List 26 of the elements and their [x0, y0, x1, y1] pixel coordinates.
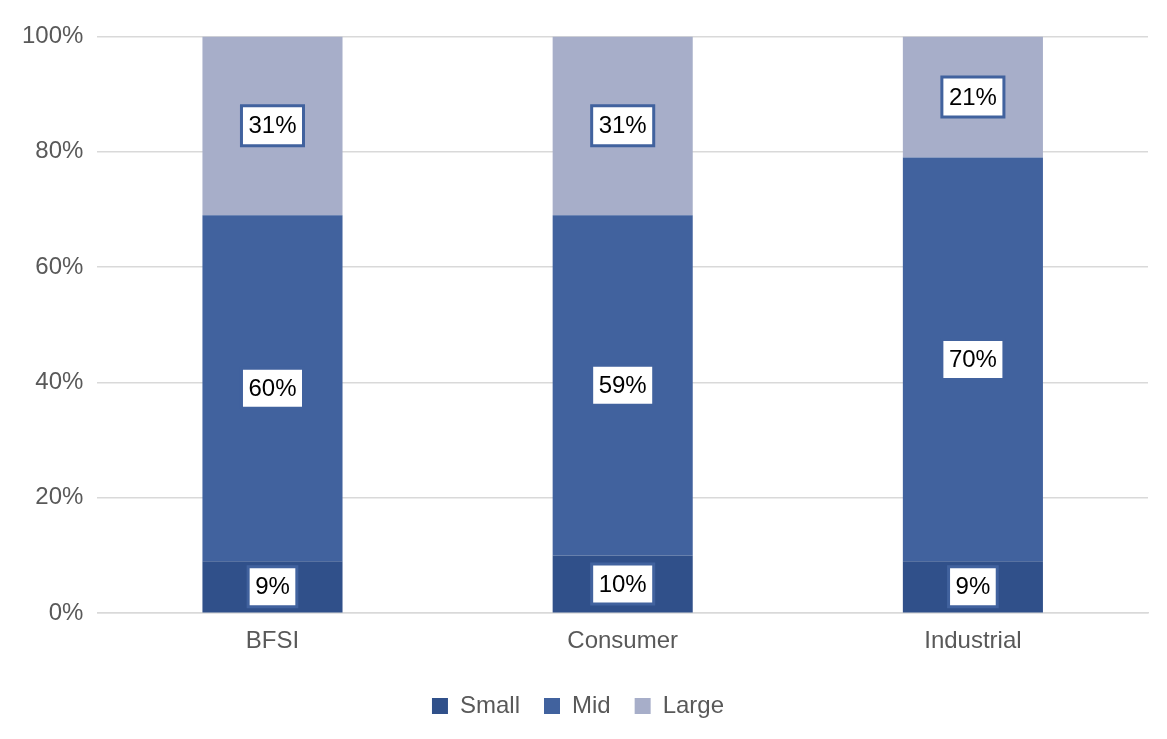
y-tick-label: 0% [48, 597, 84, 625]
data-label: 70% [948, 345, 997, 373]
bar [902, 157, 1043, 562]
x-tick-label: BFSI [245, 626, 300, 654]
bar [552, 215, 693, 556]
data-label: 10% [598, 569, 647, 597]
data-label: 59% [598, 370, 647, 398]
data-label: 9% [255, 572, 290, 600]
data-label: 31% [598, 111, 647, 139]
bar [202, 215, 343, 562]
x-tick-label: Industrial [924, 626, 1022, 654]
x-tick-label: Consumer [567, 626, 679, 654]
legend-label: Small [459, 690, 520, 718]
bar [552, 36, 693, 216]
data-label: 60% [248, 373, 297, 401]
y-tick-label: 100% [21, 21, 84, 49]
bar [202, 36, 343, 216]
data-label: 31% [248, 111, 297, 139]
y-tick-label: 20% [35, 482, 84, 510]
legend-label: Mid [571, 690, 611, 718]
data-label: 9% [955, 572, 991, 600]
legend-label: Large [662, 690, 725, 718]
y-tick-label: 40% [35, 367, 84, 395]
y-tick-label: 80% [35, 136, 84, 164]
y-tick-label: 60% [35, 251, 84, 279]
data-label: 21% [948, 82, 997, 110]
